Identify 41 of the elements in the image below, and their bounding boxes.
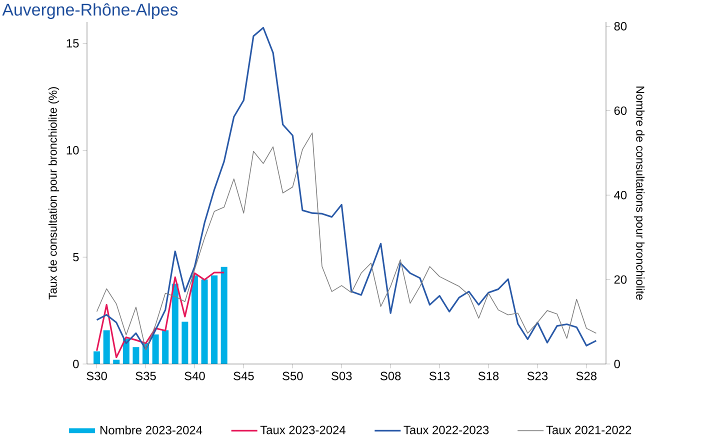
bar: [94, 351, 100, 364]
y-tick-label: 10: [66, 146, 79, 154]
x-tick-label: S40: [184, 372, 205, 380]
x-tick-label: S30: [86, 372, 107, 380]
y2-tick-label: 60: [614, 106, 627, 115]
bar: [220, 266, 228, 364]
y-tick-label: 0: [73, 360, 79, 368]
bar: [132, 347, 140, 364]
legend-label: Taux 2022-2023: [404, 426, 489, 434]
y2-tick-label: 20: [614, 275, 627, 284]
x-tick-label: S28: [576, 372, 597, 380]
y2-tick-label: 0: [614, 360, 620, 368]
line-series: [96, 26, 598, 350]
x-tick-label: S18: [478, 372, 499, 380]
bar: [162, 330, 169, 364]
legend-label: Taux 2023-2024: [260, 426, 346, 434]
y2-axis-title: Nombre de consultations pour bronchiolite: [634, 86, 645, 300]
x-tick-label: S03: [332, 372, 352, 380]
line-series: [96, 132, 597, 350]
x-tick-label: S35: [136, 372, 156, 380]
y-tick-label: 15: [66, 39, 79, 48]
y2-tick-label: 40: [614, 190, 627, 200]
chart-title: Auvergne-Rhône-Alpes: [2, 3, 178, 20]
legend-label: Nombre 2023-2024: [100, 426, 202, 434]
bar: [172, 284, 178, 364]
y-tick-label: 5: [73, 252, 79, 262]
y-axis-title: Taux de consultation pour bronchiolite (%): [48, 87, 60, 300]
bar: [182, 322, 188, 364]
x-tick-label: S23: [527, 372, 548, 380]
x-tick-label: S13: [429, 372, 450, 380]
line-series: [96, 272, 225, 358]
x-tick-label: S45: [234, 372, 254, 380]
bar: [211, 275, 218, 364]
bar: [201, 280, 208, 364]
bar: [103, 330, 110, 364]
y2-tick-label: 80: [614, 22, 627, 30]
legend-label: Taux 2021-2022: [546, 426, 632, 434]
bar: [191, 275, 198, 364]
x-tick-label: S50: [282, 372, 303, 380]
bar: [152, 334, 159, 364]
x-tick-label: S08: [380, 372, 401, 380]
